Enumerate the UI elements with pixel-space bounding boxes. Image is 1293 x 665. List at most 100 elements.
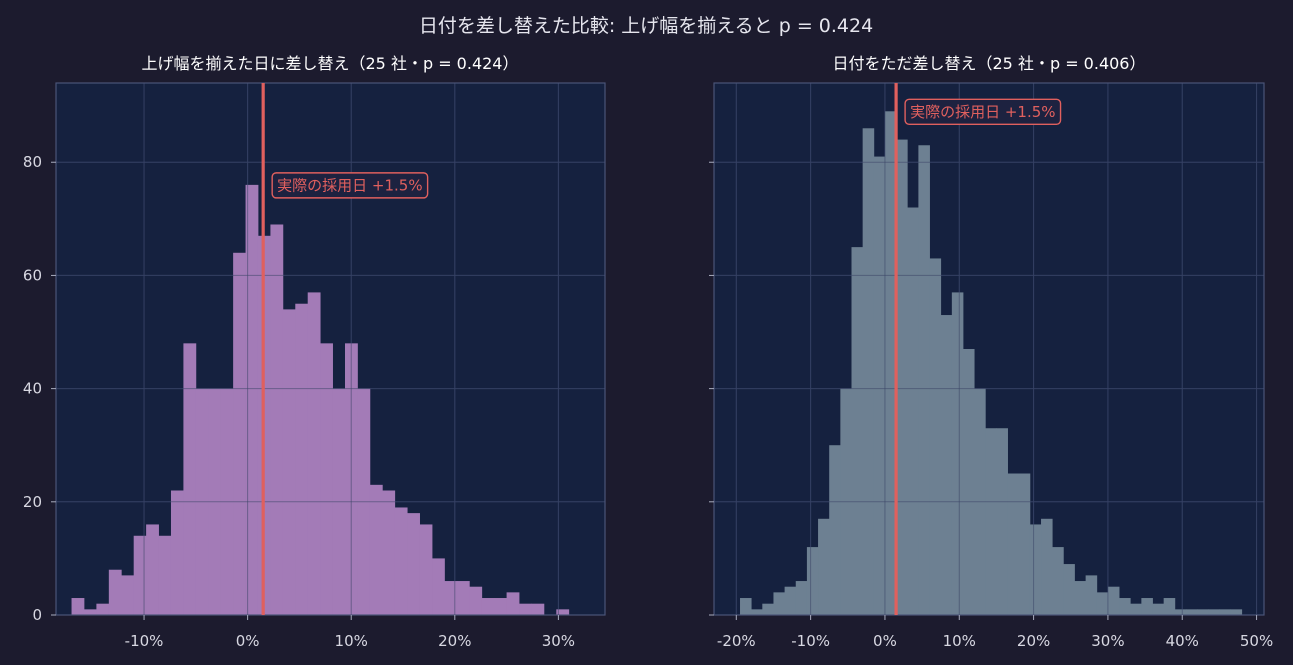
left-annotation-label: 実際の採用日 +1.5% (277, 176, 422, 194)
right-histogram-bar (1041, 518, 1053, 615)
left-y-tick-label: 60 (23, 266, 42, 284)
left-histogram-bar (295, 303, 309, 615)
right-histogram-bar (884, 111, 897, 615)
right-histogram-bar (806, 547, 819, 615)
right-x-tick-label: 30% (1091, 632, 1124, 650)
left-histogram-bar (494, 598, 507, 615)
right-x-tick-label: 0% (873, 632, 897, 650)
right-histogram-bar (851, 247, 864, 615)
right-histogram-bar (818, 518, 830, 615)
left-histogram-bar (394, 507, 408, 615)
right-histogram-bar (784, 586, 797, 615)
left-histogram-bar (469, 586, 483, 615)
left-histogram-bar (519, 603, 532, 615)
right-histogram-bar (1208, 609, 1220, 615)
right-axes-frame (713, 82, 1265, 616)
left-histogram-bar (133, 535, 147, 615)
left-x-tick-label: 10% (335, 632, 368, 650)
left-histogram-bar (245, 184, 259, 615)
figure-title: 日付を差し替えた比較: 上げ幅を揃えると p = 0.424 (419, 15, 873, 37)
right-histogram-bar (962, 349, 975, 615)
left-x-tick-label: -10% (125, 632, 164, 650)
left-chart-title: 上げ幅を揃えた日に差し替え（25 社・p = 0.424） (142, 54, 519, 73)
left-histogram-bar (307, 292, 321, 615)
left-histogram-bar (407, 513, 420, 615)
left-axes-frame (55, 82, 606, 616)
left-histogram-bar (481, 598, 495, 615)
left-histogram-bar (83, 609, 97, 615)
right-histogram-bar (951, 292, 964, 615)
left-histogram-bar (506, 592, 520, 615)
right-histogram-bar (996, 428, 1008, 615)
left-histogram-bar (556, 609, 570, 615)
right-histogram-bar (940, 315, 953, 615)
right-histogram-bar (1018, 473, 1031, 615)
left-histogram-bar (108, 569, 122, 615)
right-x-tick-label: 20% (1017, 632, 1050, 650)
right-histogram-bar (1174, 609, 1187, 615)
left-actual-annotation: 実際の採用日 +1.5% (271, 172, 429, 199)
right-histogram-bar (1096, 592, 1109, 615)
right-histogram-bar (1007, 473, 1020, 615)
left-histogram-bar (270, 224, 284, 615)
left-histogram-bar (320, 343, 333, 615)
left-histogram-bar (282, 309, 296, 615)
left-x-tick-label: 20% (438, 632, 471, 650)
right-histogram-bar (751, 609, 763, 615)
right-histogram-bar (1197, 609, 1209, 615)
right-histogram-bar (1185, 609, 1198, 615)
right-x-tick-label: 10% (943, 632, 976, 650)
left-histogram-bar (233, 252, 246, 615)
right-histogram-bar (1085, 575, 1098, 615)
right-histogram-bar (873, 156, 886, 615)
right-x-tick-label: 40% (1166, 632, 1199, 650)
left-x-tick-label: 30% (542, 632, 575, 650)
left-histogram-bar (121, 575, 135, 615)
right-histogram-bar (829, 445, 841, 615)
left-histogram-bar (170, 490, 184, 615)
right-bars (740, 111, 1243, 616)
right-histogram-bar (918, 145, 930, 616)
left-histogram-bar (369, 484, 383, 615)
right-annotation-box (904, 98, 1062, 125)
right-histogram-bar (1074, 581, 1087, 615)
right-histogram-bar (795, 581, 808, 615)
left-histogram-bar (419, 524, 433, 615)
right-histogram-bar (1052, 547, 1064, 615)
right-histogram-bar (985, 428, 997, 615)
right-histogram-bar (1029, 524, 1042, 615)
right-histogram-bar (762, 603, 774, 615)
right-histogram-bar (1230, 609, 1243, 615)
left-histogram-bar (432, 558, 445, 615)
left-histogram-bar (531, 603, 545, 615)
left-x-tick-label: 0% (236, 632, 260, 650)
right-histogram-bar (929, 258, 942, 615)
left-y-tick-label: 80 (23, 153, 42, 171)
left-histogram-bar (456, 581, 470, 615)
left-grid-overlay (56, 83, 605, 615)
left-y-tick-label: 40 (23, 380, 42, 398)
left-histogram-bar (71, 598, 85, 615)
left-y-tick-label: 0 (32, 606, 42, 624)
right-histogram-bar (1163, 598, 1176, 615)
right-grid-overlay (714, 83, 1264, 615)
right-x-tick-label: -20% (717, 632, 756, 650)
left-histogram: 上げ幅を揃えた日に差し替え（25 社・p = 0.424） -10% 0% 10% 2… (23, 54, 606, 650)
left-bars (71, 184, 570, 615)
right-histogram-bar (907, 207, 919, 616)
left-histogram-bar (382, 490, 396, 615)
left-histogram-bar (158, 535, 172, 615)
right-histogram-bar (1063, 564, 1075, 615)
right-histogram-bar (740, 598, 752, 615)
right-histogram-bar (1130, 603, 1142, 615)
left-histogram-bar (146, 524, 159, 615)
right-histogram-bar (1107, 586, 1120, 615)
right-x-tick-label: -10% (791, 632, 830, 650)
right-histogram: 日付をただ差し替え（25 社・p = 0.406） -20% -10% 0% 10% 2… (709, 54, 1273, 650)
right-histogram-bar (896, 139, 908, 615)
right-actual-annotation: 実際の採用日 +1.5% (904, 98, 1062, 125)
left-histogram-bar (444, 581, 458, 615)
left-histogram-bar (183, 343, 197, 615)
left-annotation-box (271, 172, 429, 199)
